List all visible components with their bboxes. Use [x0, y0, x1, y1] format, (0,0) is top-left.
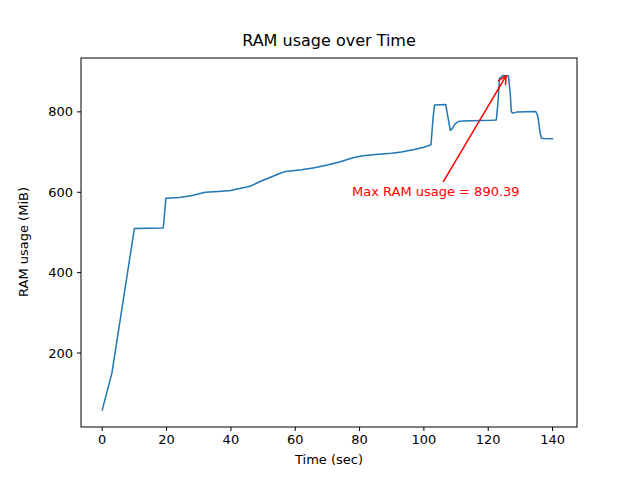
annotation-text: Max RAM usage = 890.39 [352, 184, 520, 199]
y-tick-label: 400 [48, 265, 73, 280]
x-tick-label: 120 [476, 432, 501, 447]
chart-title: RAM usage over Time [81, 31, 577, 50]
chart-canvas: 0 20 40 60 80 100 120 140 200 400 600 800 Max RAM us… [0, 0, 640, 480]
x-axis-label: Time (sec) [81, 452, 577, 467]
y-tick-label: 200 [48, 346, 73, 361]
annotation-arrowhead [505, 76, 506, 85]
plot-border [81, 58, 577, 427]
x-tick-label: 20 [158, 432, 175, 447]
x-tick-label: 40 [223, 432, 240, 447]
x-tick-label: 100 [411, 432, 436, 447]
y-tick-label: 800 [48, 104, 73, 119]
figure: 0 20 40 60 80 100 120 140 200 400 600 800 Max RAM us… [0, 0, 640, 480]
y-tick-label: 600 [48, 185, 73, 200]
x-tick-label: 0 [98, 432, 106, 447]
x-tick-label: 60 [287, 432, 304, 447]
x-tick-label: 140 [540, 432, 565, 447]
x-tick-label: 80 [351, 432, 368, 447]
y-axis-label: RAM usage (MiB) [16, 187, 31, 297]
ram-usage-line [102, 76, 552, 411]
